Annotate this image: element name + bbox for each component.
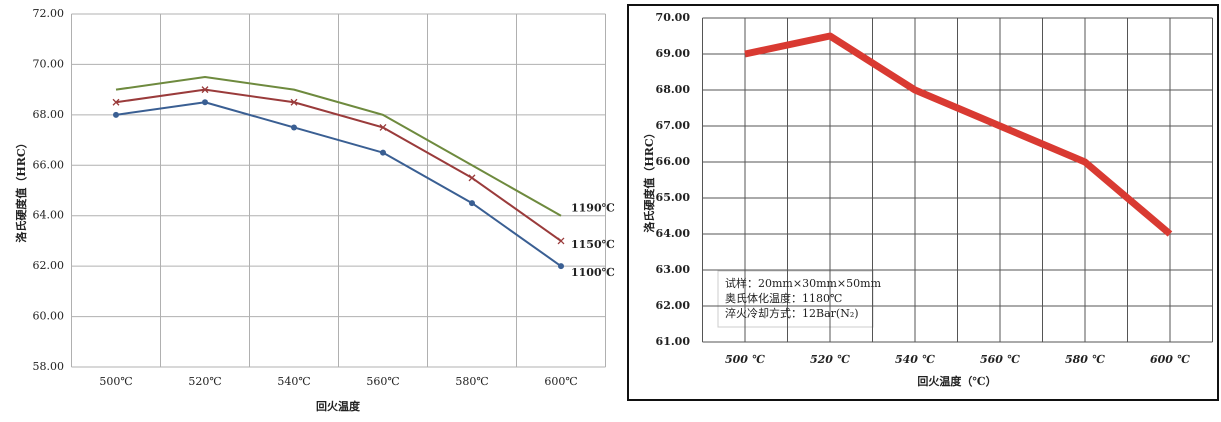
y-tick-label: 70.00	[33, 57, 65, 70]
x-tick-label: 540 ℃	[895, 353, 936, 366]
annotation: 试样：20mm×30mm×50mm	[725, 276, 882, 290]
y-tick-label: 66.00	[656, 155, 691, 168]
annotation-box	[717, 270, 874, 328]
point	[290, 98, 298, 106]
y-axis-label: 洛氏硬度值（HRC）	[642, 127, 656, 232]
y-tick-label: 67.00	[656, 119, 691, 132]
y-tick-label: 61.00	[656, 335, 691, 348]
series-label: 1150℃	[571, 238, 615, 251]
y-tick-label: 62.00	[33, 259, 65, 272]
point	[113, 111, 119, 118]
point	[201, 86, 209, 94]
y-tick-label: 64.00	[656, 227, 691, 240]
x-tick-label: 540℃	[277, 375, 310, 388]
point	[112, 98, 120, 106]
point	[202, 99, 208, 106]
point	[468, 174, 476, 182]
annotation: 奥氏体化温度：1180℃	[725, 291, 842, 305]
x-tick-label: 580℃	[455, 375, 488, 388]
series-label: 1100℃	[571, 266, 615, 279]
x-tick-label: 520℃	[188, 375, 221, 388]
x-tick-label: 600 ℃	[1150, 353, 1191, 366]
y-axis-label: 洛氏硬度值（HRC）	[14, 137, 28, 242]
y-tick-label: 68.00	[33, 108, 65, 121]
point	[291, 124, 297, 131]
series-line	[115, 88, 562, 242]
x-tick-label: 560℃	[366, 375, 399, 388]
y-tick-label: 68.00	[656, 83, 691, 96]
x-tick-label: 560 ℃	[980, 353, 1021, 366]
point	[379, 124, 387, 131]
x-axis-label: 回火温度	[316, 399, 361, 413]
y-tick-label: 60.00	[33, 310, 65, 323]
y-tick-label: 58.00	[33, 360, 65, 373]
x-tick-label: 600℃	[544, 375, 577, 388]
y-tick-label: 69.00	[656, 47, 691, 60]
x-axis-label: 回火温度（℃）	[917, 374, 996, 388]
point	[380, 149, 386, 156]
series-label: 1190℃	[571, 202, 615, 215]
point	[558, 263, 564, 270]
annotation: 淬火冷却方式：12Bar(N₂)	[725, 306, 859, 320]
y-tick-label: 72.00	[33, 7, 65, 20]
series-line	[115, 101, 562, 267]
y-tick-label: 62.00	[656, 299, 691, 312]
y-tick-label: 65.00	[656, 191, 691, 204]
x-tick-label: 500℃	[99, 375, 132, 388]
point	[557, 237, 565, 245]
series-line	[744, 32, 1173, 237]
y-tick-label: 63.00	[656, 263, 691, 276]
frame	[627, 4, 1219, 401]
x-tick-label: 500 ℃	[725, 353, 766, 366]
series-line	[115, 76, 562, 217]
y-tick-label: 70.00	[656, 11, 691, 24]
y-tick-label: 66.00	[33, 158, 65, 171]
point	[469, 200, 475, 207]
y-tick-label: 64.00	[33, 209, 65, 222]
x-tick-label: 580 ℃	[1065, 353, 1106, 366]
x-tick-label: 520 ℃	[810, 353, 851, 366]
